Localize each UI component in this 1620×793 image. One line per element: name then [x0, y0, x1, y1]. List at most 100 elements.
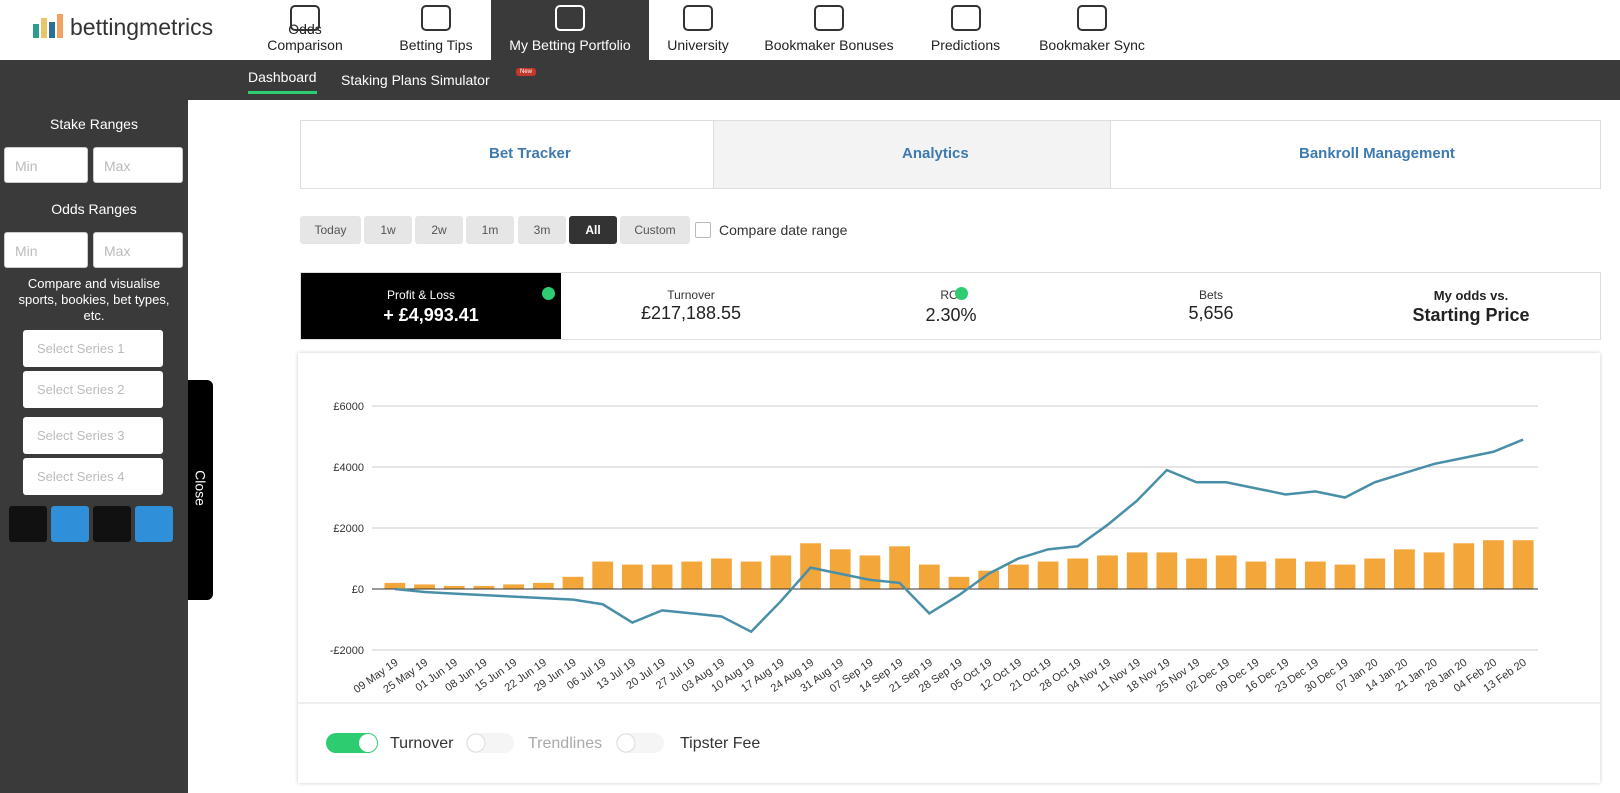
stat-value: + £4,993.41 — [383, 305, 479, 325]
close-label[interactable]: Close — [192, 470, 209, 506]
tab-label[interactable]: Bet Tracker — [489, 145, 571, 162]
date-button[interactable]: 1m — [466, 216, 514, 244]
nav-item[interactable]: University — [653, 0, 743, 60]
bar — [1393, 549, 1415, 589]
tab[interactable]: Bet Tracker — [301, 121, 714, 188]
subnav-item[interactable]: Staking Plans Simulator — [341, 72, 490, 88]
stake-title: Stake Ranges — [50, 116, 138, 132]
compare-label[interactable]: Compare date range — [719, 222, 848, 238]
bar — [889, 546, 911, 589]
stat-value: 2.30% — [925, 305, 977, 325]
nav-label[interactable]: Bookmaker Bonuses — [764, 37, 894, 53]
bar — [711, 558, 732, 589]
bar — [1215, 555, 1237, 589]
date-button[interactable]: 3m — [518, 216, 566, 244]
y-tick-label: £0 — [352, 584, 364, 596]
up-icon — [542, 287, 555, 300]
nav-label[interactable]: Bookmaker Sync — [1039, 37, 1145, 53]
date-button[interactable]: All — [569, 216, 617, 244]
nav-icon — [555, 5, 585, 31]
series-select[interactable]: Select Series 3 — [23, 417, 163, 454]
bar — [1423, 552, 1445, 589]
nav-label[interactable]: My Betting Portfolio — [509, 37, 631, 53]
bar — [740, 561, 762, 589]
bar — [1067, 558, 1089, 589]
refresh-button[interactable] — [93, 506, 131, 542]
date-button[interactable]: Custom — [620, 216, 690, 244]
up-icon — [955, 287, 968, 300]
tabs: Bet Tracker Analytics Bankroll Managemen… — [300, 120, 1601, 189]
bar — [1037, 561, 1059, 589]
bar — [770, 555, 792, 589]
bar — [1245, 561, 1267, 589]
checkbox[interactable] — [695, 222, 711, 238]
play-button[interactable] — [135, 506, 173, 542]
stat-value: Starting Price — [1412, 305, 1530, 325]
stat-label: Bets — [1198, 288, 1223, 302]
bar — [918, 564, 940, 589]
nav-label[interactable]: University — [667, 37, 729, 53]
tab-label[interactable]: Analytics — [902, 145, 969, 162]
bar — [443, 585, 465, 589]
chart: Turnover Trendlines Tipster Fee -£2000 £0… — [298, 401, 1600, 753]
stat-label: Profit & Loss — [386, 288, 456, 302]
sidebar: Stake Ranges Min Max Odds Ranges Min Max… — [0, 100, 188, 793]
nav-label[interactable]: Betting Tips — [399, 37, 473, 53]
bar — [1126, 552, 1148, 589]
sub-nav: Dashboard Staking Plans Simulator New — [0, 60, 1620, 100]
toggle-label[interactable]: Turnover — [390, 735, 454, 752]
max-input[interactable]: Max — [93, 147, 183, 183]
close-tab[interactable]: Close — [188, 380, 213, 600]
chart-card: Turnover Trendlines Tipster Fee -£2000 £0… — [298, 353, 1600, 783]
filter-button[interactable] — [51, 506, 89, 542]
min-input[interactable]: Min — [4, 232, 88, 268]
nav-item[interactable]: Predictions — [893, 0, 1038, 60]
nav-label[interactable]: Predictions — [930, 37, 1001, 53]
max-input[interactable]: Max — [93, 232, 183, 268]
series-select[interactable]: Select Series 4 — [23, 458, 163, 495]
nav-item[interactable]: Bookmaker Bonuses — [756, 0, 902, 60]
pl-box: Profit & Loss + £4,993.41 — [301, 273, 561, 339]
bar — [1512, 540, 1534, 589]
toggle-label[interactable]: Tipster Fee — [680, 735, 760, 752]
nav-item[interactable]: Betting Tips — [378, 0, 494, 60]
badge: New — [516, 68, 537, 76]
odds-title: Odds Ranges — [51, 201, 137, 217]
bar — [562, 576, 584, 589]
date-button[interactable]: 1w — [364, 216, 412, 244]
series-select[interactable]: Select Series 1 — [23, 330, 163, 367]
y-tick-label: -£2000 — [330, 645, 364, 657]
nav-item[interactable]: Bookmaker Sync — [1032, 0, 1152, 60]
bar — [621, 564, 643, 589]
bar — [473, 585, 495, 589]
nav-item[interactable]: My Betting Portfolio — [491, 0, 649, 60]
bar — [414, 584, 435, 589]
bar — [681, 561, 703, 589]
bar — [1007, 564, 1029, 589]
date-button[interactable]: Today — [300, 216, 361, 244]
save-button[interactable] — [9, 506, 47, 542]
bar — [1304, 561, 1326, 589]
stat-value: 5,656 — [1188, 303, 1234, 323]
min-input[interactable]: Min — [4, 147, 88, 183]
tab-label[interactable]: Bankroll Management — [1299, 145, 1455, 162]
stats-bar: Profit & Loss + £4,993.41 Turnover £217,… — [300, 272, 1601, 340]
series-select[interactable]: Select Series 2 — [23, 371, 163, 408]
toggle-label[interactable]: Trendlines — [528, 735, 602, 752]
bar — [532, 582, 554, 589]
tab[interactable]: Analytics — [714, 121, 1111, 188]
brand: bettingmetrics — [70, 14, 214, 40]
top-nav: bettingmetrics Odds Comparison Betting Ti… — [0, 0, 1620, 60]
bar — [978, 570, 1000, 589]
bar — [1364, 558, 1386, 589]
bar — [948, 576, 970, 589]
nav-item[interactable]: Odds Comparison — [250, 0, 360, 60]
compare-text: Compare and visualise sports, bookies, b… — [18, 276, 170, 323]
y-tick-label: £6000 — [333, 401, 364, 413]
subnav-item[interactable]: Dashboard — [248, 69, 317, 94]
nav-icon — [950, 5, 981, 31]
y-tick-label: £2000 — [333, 523, 364, 535]
date-button[interactable]: 2w — [415, 216, 463, 244]
bar — [503, 584, 525, 589]
